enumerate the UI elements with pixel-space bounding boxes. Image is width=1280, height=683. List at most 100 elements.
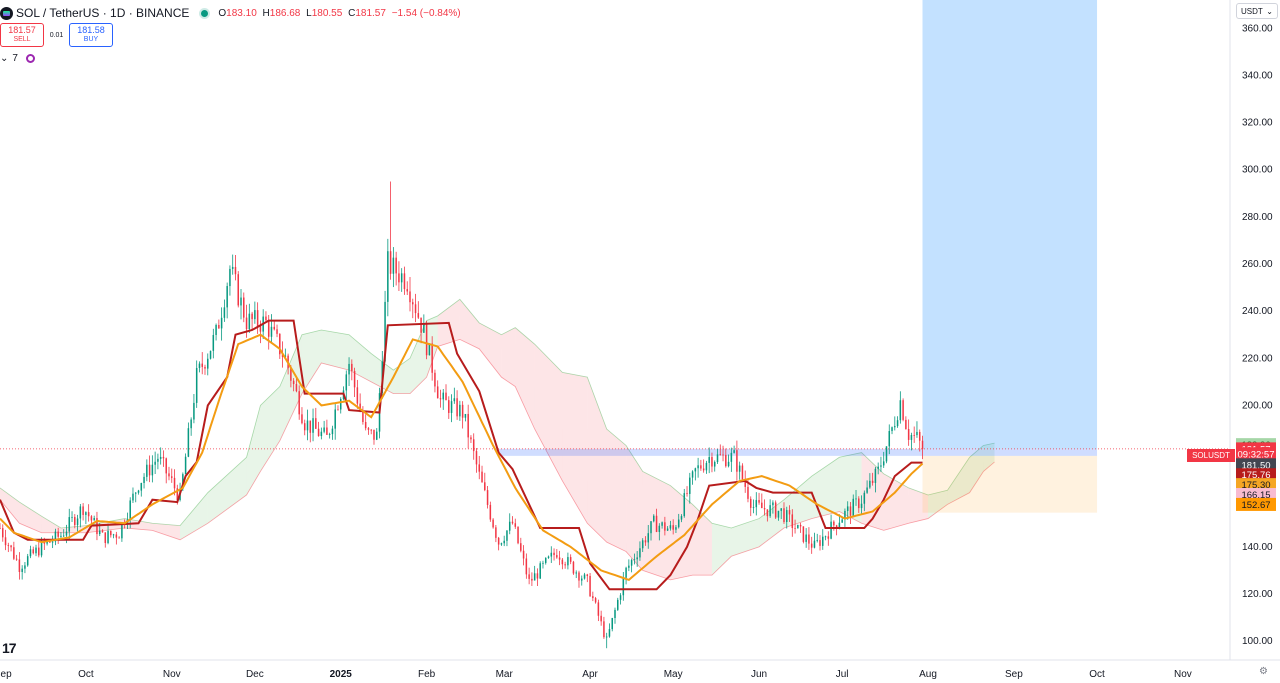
candle [439,389,442,408]
candle-body [398,273,400,283]
candle-body [121,523,123,539]
candle [603,616,605,639]
x-tick-label: Feb [418,669,436,680]
candle-body [749,498,752,508]
candle-body [312,418,314,433]
candle [520,537,522,553]
candle-body [187,428,190,457]
candle [863,490,866,512]
candle-body [98,530,101,535]
candle [475,448,478,473]
candle [816,533,818,543]
candle-body [536,573,539,579]
candle-body [0,528,1,529]
candle [315,407,317,429]
price-tag-bg [1236,478,1276,492]
low-label: L [306,7,312,19]
candle-body [15,558,18,560]
candle-body [218,324,220,329]
candle-body [766,509,769,517]
candle [231,254,234,275]
candle [79,503,82,528]
candle [395,251,397,286]
candle [370,429,372,435]
x-tick-label: Dec [246,669,264,680]
price-axis[interactable]: 100.00120.00140.00160.00180.00200.00220.… [1242,23,1273,647]
candle-body [320,431,323,437]
candle [655,508,658,533]
cloud-segment [410,320,427,394]
candle [107,523,109,545]
candle-body [639,548,641,558]
close-label: C [348,7,356,19]
candle [364,414,367,431]
candle [187,422,190,458]
candle-body [170,476,173,478]
chevron-down-icon[interactable]: ⌄ [0,53,9,64]
open-value: 183.10 [226,7,257,19]
candle [882,451,885,468]
candle [481,465,483,483]
candle [780,508,782,520]
indicators-toggle[interactable]: ⌄ 7 [0,53,35,64]
cloud-segment [811,457,840,519]
x-tick-label: Oct [1089,669,1105,680]
candle-body [373,429,375,440]
candle-body [561,559,564,565]
cloud-segment [587,377,607,543]
candle [112,533,115,539]
y-tick-label: 280.00 [1242,212,1273,223]
candle-body [700,465,702,469]
candle [650,520,652,541]
gear-icon[interactable]: ⚙ [1259,666,1268,677]
candle [506,529,508,547]
candle-body [772,502,774,506]
candle [841,517,843,523]
buy-button[interactable]: 181.58 BUY [69,23,113,47]
candle-body [733,450,735,453]
candle-body [68,517,71,532]
symbol-title[interactable]: SOL / TetherUS · 1D · BINANCE [16,6,190,20]
x-tick-label: Sep [0,669,12,680]
candle [218,319,220,329]
candle-body [849,506,852,516]
candle [254,301,256,324]
candle [170,468,173,483]
candle-body [877,466,879,469]
candle [406,281,408,296]
candle-body [619,595,622,600]
candle-body [641,540,644,549]
sell-button[interactable]: 181.57 SELL [0,23,44,47]
candle [173,469,176,496]
candle-body [400,273,403,283]
x-tick-label: Jun [751,669,767,680]
candle [400,268,403,292]
candle [677,513,680,529]
cloud-segment [180,492,208,540]
candle-body [209,350,212,359]
candle [486,485,489,509]
candle [605,632,608,649]
candle-body [617,599,619,610]
candle-body [918,431,921,441]
cloud-segment [207,457,247,524]
long-position-tool[interactable] [0,0,1230,513]
x-tick-label: Mar [496,669,514,680]
candle [345,370,348,401]
candle-body [445,392,447,401]
candle [894,416,896,431]
candle-body [265,316,267,321]
candle-body [143,476,145,483]
time-axis[interactable]: Sep Oct Nov Dec 2025 Feb Mar Apr May Jun Jul Aug Sep… [0,669,1192,680]
candle-body [237,274,240,306]
candle [414,293,417,323]
candle [320,427,323,440]
candle [24,562,26,574]
candle-body [331,428,334,435]
y-tick-label: 240.00 [1242,306,1273,317]
tradingview-logo[interactable]: 17 [2,640,17,656]
currency-unit-select[interactable]: USDT ⌄ [1236,3,1278,19]
candle [508,513,511,535]
candle [661,521,663,529]
